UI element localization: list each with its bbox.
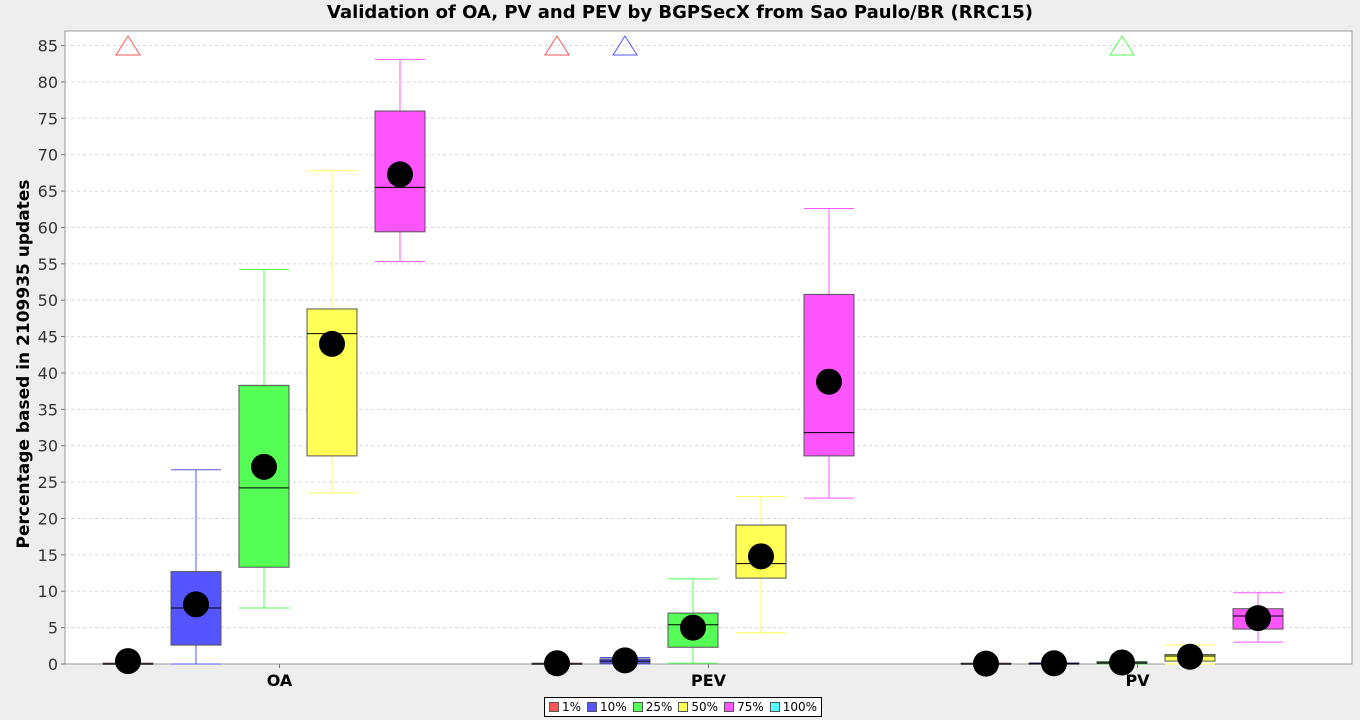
mean-marker xyxy=(680,614,706,641)
mean-marker xyxy=(251,453,277,480)
mean-marker xyxy=(319,330,345,357)
y-tick-label: 5 xyxy=(48,619,58,638)
legend-label: 75% xyxy=(737,700,764,714)
mean-marker xyxy=(748,543,774,570)
y-tick-label: 60 xyxy=(38,218,58,237)
y-tick-label: 45 xyxy=(38,328,58,347)
plot-background xyxy=(64,30,1353,665)
y-tick-label: 75 xyxy=(38,109,58,128)
legend-label: 100% xyxy=(782,700,818,714)
mean-markers xyxy=(115,161,1271,677)
x-axis-ticks: OA PEV PV xyxy=(267,664,1150,690)
y-tick-label: 10 xyxy=(38,582,58,601)
y-tick-label: 70 xyxy=(38,146,58,165)
mean-marker xyxy=(115,648,141,675)
outlier-markers xyxy=(115,35,1135,56)
y-tick-label: 50 xyxy=(38,291,58,310)
outlier-indicator xyxy=(544,35,570,56)
mean-marker xyxy=(1041,650,1067,677)
grid-lines xyxy=(65,45,1352,629)
legend-label: 50% xyxy=(691,700,719,714)
y-tick-label: 40 xyxy=(38,364,58,383)
boxes xyxy=(102,58,1284,665)
legend-item: 10% xyxy=(587,700,627,714)
legend-swatch xyxy=(549,702,559,712)
y-axis-label: Percentage based in 2109935 updates xyxy=(14,180,34,549)
mean-marker xyxy=(973,650,999,677)
legend-label: 1% xyxy=(562,700,582,714)
legend: 1% 10% 25% 50% 75% 100% xyxy=(544,697,823,717)
y-tick-label: 65 xyxy=(38,182,58,201)
y-tick-label: 55 xyxy=(38,255,58,274)
mean-marker xyxy=(612,647,638,674)
legend-swatch xyxy=(587,702,598,712)
x-tick-label: PEV xyxy=(691,671,727,690)
legend-item: 50% xyxy=(678,700,718,714)
mean-marker xyxy=(544,650,570,677)
y-axis-ticks: 0 5 10 15 20 25 30 35 40 45 50 55 60 65 70 75 80 85 xyxy=(38,37,65,674)
mean-marker xyxy=(387,161,413,188)
mean-marker xyxy=(183,591,209,618)
legend-swatch xyxy=(769,702,780,712)
chart-title: Validation of OA, PV and PEV by BGPSecX … xyxy=(327,2,1033,23)
y-tick-label: 0 xyxy=(48,655,58,674)
outlier-indicator xyxy=(612,35,638,56)
mean-marker xyxy=(1177,643,1203,670)
legend-item: 75% xyxy=(724,700,764,714)
y-tick-label: 15 xyxy=(38,546,58,565)
legend-label: 25% xyxy=(645,700,673,714)
legend-label: 10% xyxy=(600,700,627,714)
legend-item: 25% xyxy=(632,700,673,714)
mean-marker xyxy=(1109,649,1135,676)
x-tick-label: OA xyxy=(267,671,293,690)
mean-marker xyxy=(816,368,842,395)
y-tick-label: 35 xyxy=(38,400,58,419)
y-tick-label: 20 xyxy=(38,509,58,528)
outlier-indicator xyxy=(1109,35,1135,56)
outlier-indicator xyxy=(115,35,141,56)
y-tick-label: 85 xyxy=(38,37,58,56)
y-tick-label: 30 xyxy=(38,437,58,456)
x-tick-label: PV xyxy=(1125,671,1150,690)
legend-swatch xyxy=(678,702,689,712)
y-tick-label: 80 xyxy=(38,73,58,92)
legend-swatch xyxy=(724,702,735,712)
y-tick-label: 25 xyxy=(38,473,58,492)
legend-item: 1% xyxy=(549,700,581,714)
legend-swatch xyxy=(632,702,643,712)
mean-marker xyxy=(1245,605,1271,632)
legend-item: 100% xyxy=(769,700,818,714)
